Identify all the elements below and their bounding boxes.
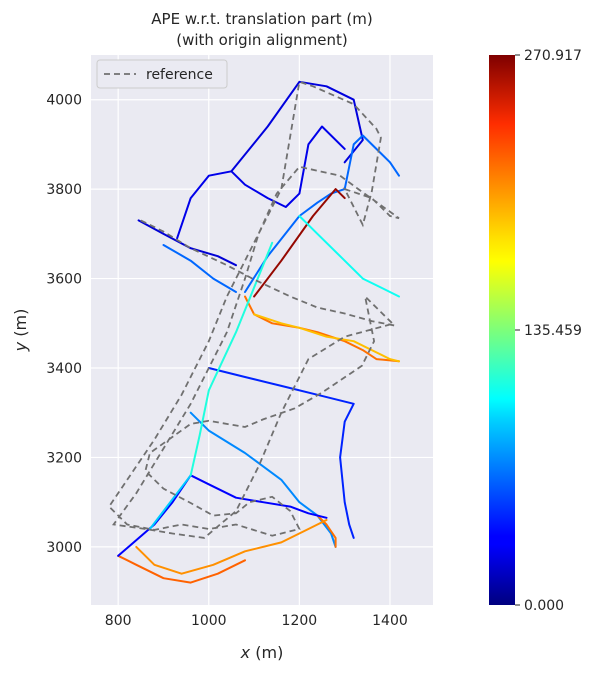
colorbar bbox=[489, 55, 515, 605]
colorbar-ticks: 0.000 135.459 270.917 bbox=[515, 48, 582, 614]
y-tick-label: 3400 bbox=[46, 361, 82, 377]
estimate-segment bbox=[117, 554, 246, 584]
x-ticks: 800 1000 1200 1400 bbox=[105, 613, 408, 629]
estimate-segment bbox=[135, 519, 328, 575]
estimate-segment bbox=[148, 474, 192, 530]
estimate-segment bbox=[230, 80, 364, 173]
estimate-segment bbox=[189, 411, 337, 548]
y-axis-unit: (m) bbox=[11, 309, 30, 337]
x-tick-label: 1400 bbox=[372, 613, 408, 629]
estimate-segment bbox=[176, 125, 346, 240]
estimate-segment bbox=[137, 219, 237, 267]
colorbar-tick-label: 135.459 bbox=[524, 323, 582, 339]
x-tick-label: 800 bbox=[105, 613, 132, 629]
legend-box bbox=[96, 59, 228, 89]
estimate-segment bbox=[162, 244, 237, 293]
y-axis-label: y (m) bbox=[11, 309, 30, 353]
colorbar-tick-label: 0.000 bbox=[524, 598, 564, 614]
x-axis-label: x (m) bbox=[240, 643, 284, 662]
y-tick-label: 4000 bbox=[46, 93, 82, 109]
x-tick-label: 1200 bbox=[282, 613, 318, 629]
grid-lines bbox=[91, 55, 433, 605]
y-tick-label: 3000 bbox=[46, 540, 82, 556]
legend: reference bbox=[96, 59, 228, 89]
chart-title-line1: APE w.r.t. translation part (m) bbox=[151, 10, 372, 28]
colorbar-tick-label: 270.917 bbox=[524, 48, 582, 64]
estimate-segment bbox=[207, 367, 355, 539]
estimate-trajectory bbox=[117, 80, 400, 584]
estimate-segment bbox=[298, 215, 400, 298]
plot-area bbox=[91, 55, 433, 605]
reference-trajectory bbox=[107, 80, 400, 539]
estimate-segment bbox=[117, 474, 328, 557]
x-axis-unit: (m) bbox=[255, 643, 283, 662]
legend-label: reference bbox=[146, 67, 213, 83]
estimate-segment bbox=[253, 188, 346, 298]
y-tick-label: 3600 bbox=[46, 272, 82, 288]
y-ticks: 3000 3200 3400 3600 3800 4000 bbox=[46, 93, 82, 556]
estimate-segment bbox=[316, 514, 337, 548]
y-tick-label: 3200 bbox=[46, 450, 82, 466]
chart-title-line2: (with origin alignment) bbox=[176, 31, 348, 49]
x-tick-label: 1000 bbox=[191, 613, 227, 629]
y-tick-label: 3800 bbox=[46, 182, 82, 198]
y-axis-var: y bbox=[11, 341, 30, 352]
x-axis-var: x bbox=[240, 643, 251, 662]
